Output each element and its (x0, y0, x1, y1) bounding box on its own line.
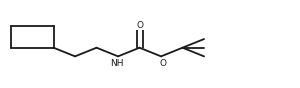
Text: O: O (159, 59, 166, 68)
Text: NH: NH (110, 59, 123, 68)
Text: O: O (136, 21, 143, 29)
